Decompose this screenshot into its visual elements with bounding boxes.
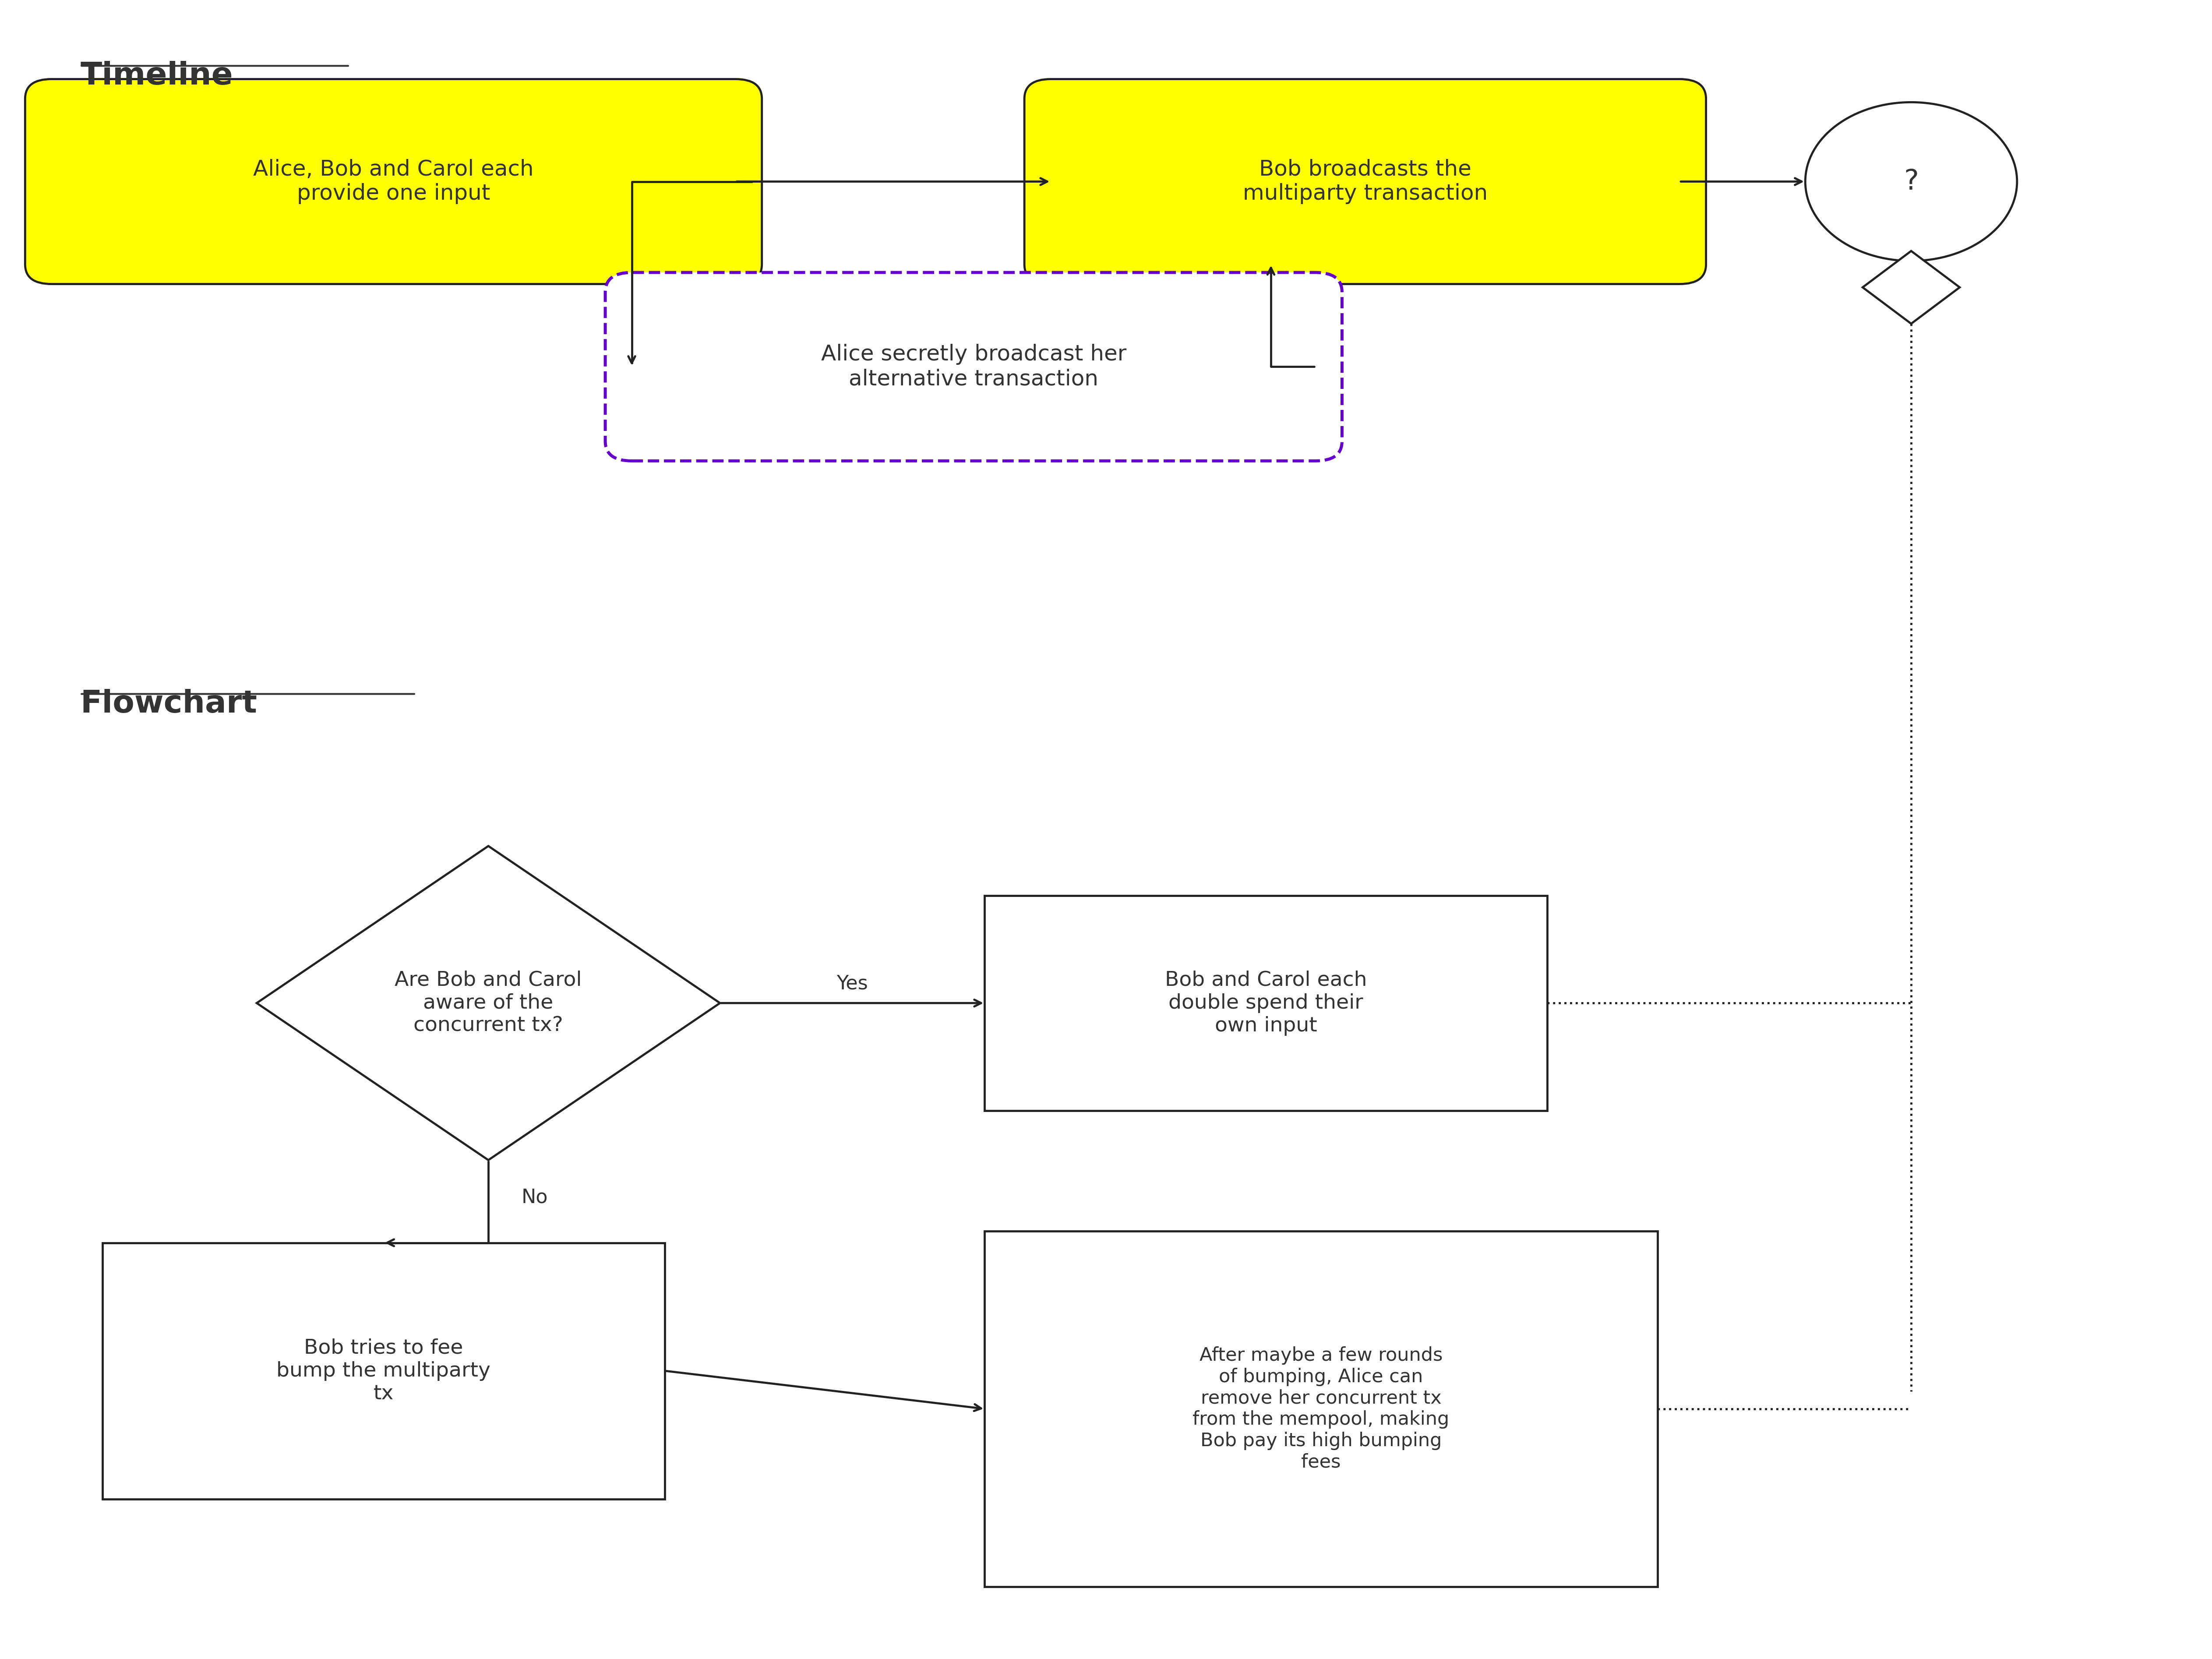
Text: Bob and Carol each
double spend their
own input: Bob and Carol each double spend their ow… [1166, 971, 1367, 1035]
FancyBboxPatch shape [1024, 80, 1705, 284]
Text: Yes: Yes [836, 974, 867, 994]
Text: Timeline: Timeline [80, 61, 232, 91]
Text: ?: ? [1905, 168, 1918, 196]
Circle shape [1805, 103, 2017, 260]
FancyBboxPatch shape [606, 272, 1343, 461]
Text: Bob broadcasts the
multiparty transaction: Bob broadcasts the multiparty transactio… [1243, 159, 1489, 204]
FancyBboxPatch shape [24, 80, 761, 284]
Text: Alice, Bob and Carol each
provide one input: Alice, Bob and Carol each provide one in… [252, 159, 533, 204]
Text: Alice secretly broadcast her
alternative transaction: Alice secretly broadcast her alternative… [821, 343, 1126, 390]
FancyBboxPatch shape [102, 1243, 666, 1500]
FancyBboxPatch shape [984, 1231, 1657, 1586]
Polygon shape [257, 846, 719, 1160]
Text: Flowchart: Flowchart [80, 688, 257, 720]
Text: Bob tries to fee
bump the multiparty
tx: Bob tries to fee bump the multiparty tx [276, 1339, 491, 1404]
FancyBboxPatch shape [984, 896, 1546, 1110]
Text: No: No [522, 1188, 549, 1208]
Text: Are Bob and Carol
aware of the
concurrent tx?: Are Bob and Carol aware of the concurren… [394, 971, 582, 1035]
Text: After maybe a few rounds
of bumping, Alice can
remove her concurrent tx
from the: After maybe a few rounds of bumping, Ali… [1192, 1347, 1449, 1472]
Polygon shape [1863, 251, 1960, 324]
